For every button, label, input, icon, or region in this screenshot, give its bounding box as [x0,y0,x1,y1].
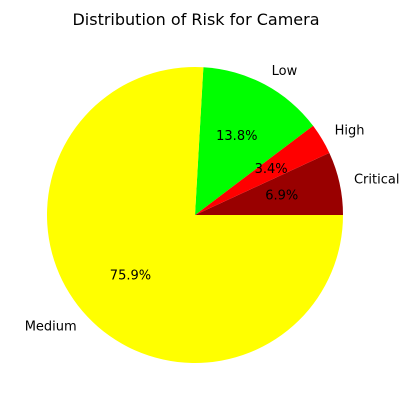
pie-slice-low [195,67,314,215]
pie-slice-medium [47,67,344,364]
pie-labels: Critical 6.9% High 3.4% Low 13.8% Medium 75.9% [25,64,400,334]
pie-slice-high [195,125,330,215]
percent-label-critical: 6.9% [265,188,298,203]
slice-label-medium: Medium [25,319,77,334]
pie-slice-critical [195,152,343,215]
slice-label-critical: Critical [354,172,399,187]
percent-label-low: 13.8% [216,129,257,144]
percent-label-medium: 75.9% [110,268,151,283]
percent-label-high: 3.4% [255,162,288,177]
chart-title: Distribution of Risk for Camera [72,10,319,29]
pie-slices [47,67,344,364]
slice-label-low: Low [272,64,298,79]
slice-label-high: High [335,124,365,139]
